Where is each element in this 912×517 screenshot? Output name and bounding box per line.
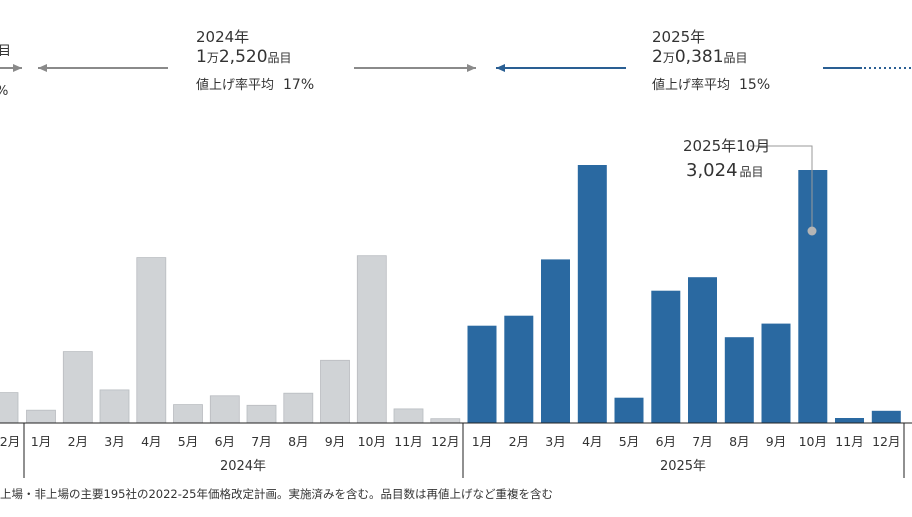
tick-2024年-10月: 10月 xyxy=(358,434,386,449)
bar-2024年-6月 xyxy=(209,395,240,424)
bar-2024年-10月 xyxy=(356,255,387,424)
tick-2025年-11月: 11月 xyxy=(835,434,863,449)
tick-2024年-8月: 8月 xyxy=(288,434,308,449)
year-label-2024: 2024年 xyxy=(220,459,266,474)
bar-2024年-12月 xyxy=(430,418,461,424)
header-2025-count-man: 万 xyxy=(663,51,675,65)
tick-2025年-12月: 12月 xyxy=(872,434,900,449)
bar-2025年-5月 xyxy=(614,397,644,423)
header-2025-count-2: 0,381 xyxy=(675,47,724,67)
left-partial-count: 目 xyxy=(0,44,11,59)
tick-2025年-2月: 2月 xyxy=(509,434,529,449)
bar-2024年-1月 xyxy=(26,409,56,424)
header-2025-count-1: 2 xyxy=(652,47,663,67)
bar-2025年-6月 xyxy=(651,290,681,423)
tick-2024年-3月: 3月 xyxy=(104,434,124,449)
bar-2025年-1月 xyxy=(467,325,497,423)
tick-2025年-8月: 8月 xyxy=(729,434,749,449)
tick-2025年-9月: 9月 xyxy=(766,434,786,449)
bar-2025年-9月 xyxy=(761,323,791,423)
header-2024-count-man: 万 xyxy=(207,51,219,65)
tick-2024年-5月: 5月 xyxy=(178,434,198,449)
tick-2024年-1月: 1月 xyxy=(31,434,51,449)
tick-2024年-4月: 4月 xyxy=(141,434,161,449)
header-2024-rate: 値上げ率平均 17% xyxy=(196,77,314,93)
tick-2024年-12月: 12月 xyxy=(431,434,459,449)
tick-2025年-7月: 7月 xyxy=(692,434,712,449)
left-partial-rate: % xyxy=(0,84,8,99)
x-tick-labels: 12月 1月 2月 3月 4月 5月 6月 7月 8月 9月 10月 11月 12月 1月 2月 3月 4月 5月… xyxy=(0,434,901,449)
bars-group xyxy=(0,165,901,424)
bar-2025年-7月 xyxy=(688,277,717,423)
header-2024-count-2: 2,520 xyxy=(219,47,268,67)
tick-2025年-6月: 6月 xyxy=(656,434,676,449)
header-2024-rate-label: 値上げ率平均 xyxy=(196,77,274,93)
tick-2024年-2月: 2月 xyxy=(68,434,88,449)
bar-2024年-8月 xyxy=(283,392,314,424)
bar-2025年-12月 xyxy=(871,410,901,423)
header-2025-rate: 値上げ率平均 15% xyxy=(652,77,770,93)
header-2025-count: 2万0,381品目 xyxy=(652,47,748,67)
bar-2025年-11月 xyxy=(835,418,864,423)
tick-2025年-3月: 3月 xyxy=(545,434,565,449)
tick-2025年-1月: 1月 xyxy=(472,434,492,449)
tick-prev-12月: 12月 xyxy=(0,434,20,449)
tick-2025年-4月: 4月 xyxy=(582,434,602,449)
footnote: 上場・非上場の主要195社の2022-25年価格改定計画。実施済みを含む。品目数… xyxy=(0,487,553,501)
tick-2024年-9月: 9月 xyxy=(325,434,345,449)
bar-2024年-7月 xyxy=(246,404,277,424)
year-label-2025: 2025年 xyxy=(660,459,706,474)
header-2024-year: 2024年 xyxy=(196,28,249,46)
bar-2025年-10月 xyxy=(798,170,828,423)
bar-2024年-2月 xyxy=(62,351,93,424)
header-2024-rate-value: 17% xyxy=(283,77,314,93)
header-2025-year: 2025年 xyxy=(652,28,705,46)
header-2025-rate-label: 値上げ率平均 xyxy=(652,77,730,93)
header-2024-count: 1万2,520品目 xyxy=(196,47,292,67)
bar-2025年-2月 xyxy=(504,315,534,423)
callout-leader-line xyxy=(750,145,813,231)
header-2025-rate-value: 15% xyxy=(739,77,770,93)
tick-2024年-11月: 11月 xyxy=(394,434,422,449)
bar-2025年-3月 xyxy=(541,259,570,423)
bar-2024年-11月 xyxy=(393,408,424,424)
tick-2024年-7月: 7月 xyxy=(251,434,271,449)
callout-value: 3,024 品目 xyxy=(686,160,764,181)
bar-2024年-5月 xyxy=(173,404,203,424)
tick-2025年-5月: 5月 xyxy=(619,434,639,449)
callout-value-unit: 品目 xyxy=(740,165,764,179)
bar-2025年-8月 xyxy=(724,337,754,423)
callout-oct-2025: 2025年10月 3,024 品目 xyxy=(683,137,817,236)
header-2024-count-unit: 品目 xyxy=(268,51,292,65)
bar-prev-12月 xyxy=(0,392,19,424)
bar-2024年-9月 xyxy=(320,359,350,424)
bar-2024年-4月 xyxy=(136,257,167,424)
callout-value-number: 3,024 xyxy=(686,160,738,181)
header-2024-count-1: 1 xyxy=(196,47,207,67)
bar-2025年-4月 xyxy=(577,165,607,423)
header-2025-count-unit: 品目 xyxy=(724,51,748,65)
callout-label: 2025年10月 xyxy=(683,137,770,155)
bar-2024年-3月 xyxy=(99,389,130,424)
tick-2025年-10月: 10月 xyxy=(799,434,827,449)
tick-2024年-6月: 6月 xyxy=(215,434,235,449)
callout-dot xyxy=(807,226,817,236)
